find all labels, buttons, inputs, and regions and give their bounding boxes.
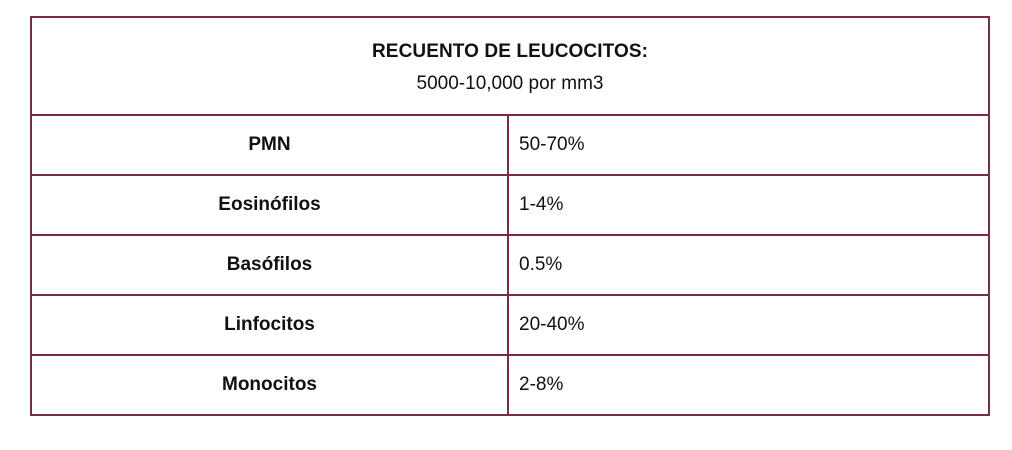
- table-title: RECUENTO DE LEUCOCITOS:: [371, 41, 649, 62]
- cell-type-label: Linfocitos: [30, 294, 509, 356]
- table-row: Eosinófilos 1-4%: [30, 174, 991, 236]
- table-row: Basófilos 0.5%: [30, 234, 991, 296]
- table-header-cell: RECUENTO DE LEUCOCITOS: 5000-10,000 por …: [29, 16, 991, 116]
- cell-type-value: 1-4%: [506, 174, 991, 236]
- cell-type-label: Monocitos: [30, 354, 509, 416]
- table-row: Monocitos 2-8%: [30, 354, 991, 416]
- cell-type-label: Eosinófilos: [30, 174, 509, 236]
- reference-range: 5000-10,000 por mm3: [416, 73, 604, 94]
- cell-type-value: 0.5%: [506, 234, 991, 296]
- table-header-row: RECUENTO DE LEUCOCITOS: 5000-10,000 por …: [29, 16, 991, 116]
- cell-type-label: PMN: [30, 114, 509, 176]
- table-row: Linfocitos 20-40%: [30, 294, 991, 356]
- cell-type-label: Basófilos: [30, 234, 509, 296]
- leukocyte-count-table: RECUENTO DE LEUCOCITOS: 5000-10,000 por …: [29, 16, 991, 416]
- cell-type-value: 2-8%: [506, 354, 991, 416]
- table-row: PMN 50-70%: [30, 114, 991, 176]
- cell-type-value: 50-70%: [506, 114, 991, 176]
- cell-type-value: 20-40%: [506, 294, 991, 356]
